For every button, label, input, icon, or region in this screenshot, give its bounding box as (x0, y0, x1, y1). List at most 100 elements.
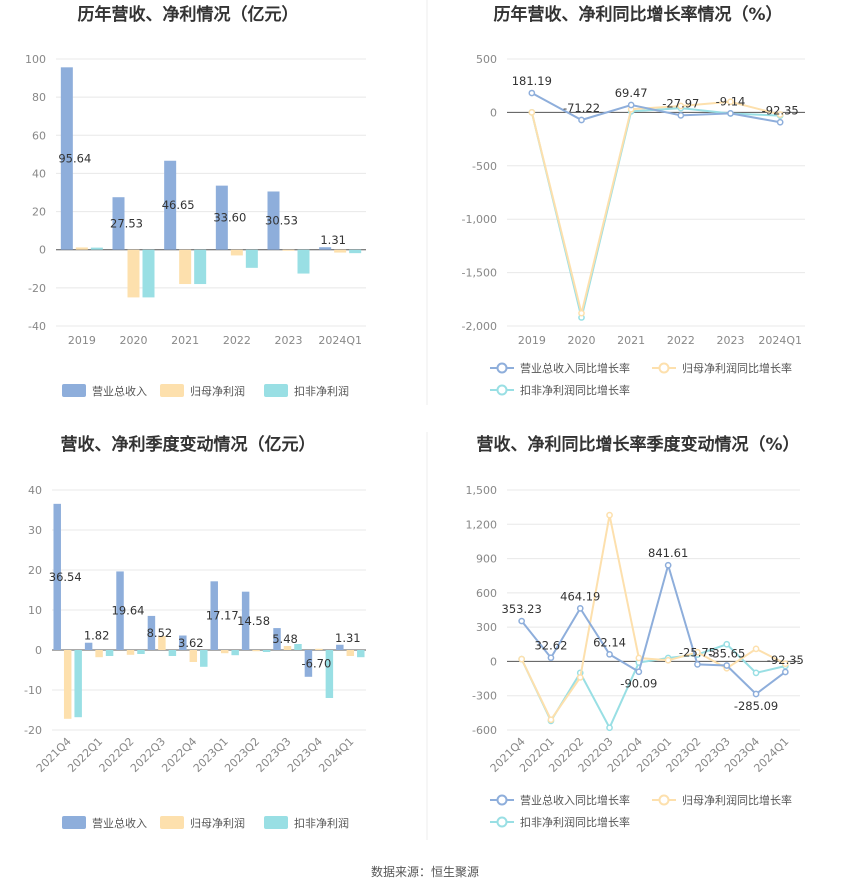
bar-deducted-net-profit (294, 644, 302, 650)
bar-net-profit (220, 650, 229, 654)
data-label: -27.97 (662, 96, 699, 110)
x-tick-label: 2020 (568, 334, 596, 347)
line-net-profit-growth (520, 514, 786, 722)
legend-label: 扣非净利润 (294, 816, 349, 830)
legend-label: 营业总收入 (92, 384, 147, 398)
bar-deducted-net-profit (200, 650, 208, 667)
y-tick-label: -2,000 (462, 320, 497, 333)
bar-deducted-net-profit (262, 650, 271, 652)
bar-revenue (147, 615, 156, 650)
bar-revenue (210, 581, 218, 650)
chart-title-2: 营收、净利季度变动情况（亿元） (61, 434, 316, 455)
line-point (752, 669, 760, 677)
data-label: 841.61 (648, 546, 688, 560)
source-note: 数据来源：恒生聚源 (371, 864, 479, 879)
line-point (547, 654, 555, 662)
line-point (578, 309, 585, 317)
legend-label: 营业总收入 (92, 816, 147, 830)
legend-label: 扣非净利润同比增长率 (520, 815, 630, 829)
legend-swatch (264, 816, 288, 829)
data-label: 36.54 (49, 570, 82, 584)
bar-net-profit (127, 249, 140, 298)
legend-label: 归母净利润 (190, 384, 245, 398)
bar-revenue (112, 197, 125, 250)
bar-net-profit (158, 636, 166, 650)
legend-swatch (160, 816, 184, 829)
data-label: 3.62 (178, 636, 204, 650)
y-tick-label: -300 (472, 690, 497, 703)
data-label: 181.19 (512, 74, 552, 88)
data-label: -25.75 (679, 645, 716, 659)
bar-revenue (336, 644, 344, 650)
y-tick-label: 60 (32, 129, 46, 142)
legend-label: 扣非净利润同比增长率 (520, 383, 630, 397)
x-tick-label: 2023 (275, 334, 303, 347)
x-tick-label: 2021 (617, 334, 645, 347)
data-label: 464.19 (560, 589, 600, 603)
y-tick-label: 100 (25, 53, 46, 66)
data-label: 33.60 (213, 211, 246, 225)
data-label: 62.14 (593, 635, 626, 649)
bar-net-profit (282, 249, 295, 251)
bar-revenue (304, 650, 313, 677)
bar-deducted-net-profit (357, 650, 365, 658)
line-point (782, 660, 789, 668)
y-tick-label: -40 (28, 320, 46, 333)
bar-net-profit (230, 249, 243, 256)
legend-marker (658, 794, 670, 806)
legend-label: 归母净利润 (190, 816, 245, 830)
y-tick-label: 30 (28, 524, 42, 537)
y-tick-label: 1,500 (466, 484, 498, 497)
bar-revenue (319, 247, 332, 250)
y-tick-label: 0 (39, 244, 46, 257)
bar-revenue (164, 160, 177, 250)
bar-revenue (215, 185, 228, 250)
line-point (677, 102, 685, 110)
legend-label: 扣非净利润 (294, 384, 349, 398)
bar-revenue (53, 503, 61, 650)
line-point (782, 668, 789, 676)
x-tick-label: 2024Q1 (318, 334, 362, 347)
data-label: -90.09 (620, 677, 657, 691)
legend-swatch (264, 384, 288, 397)
bar-deducted-net-profit (194, 249, 207, 285)
bar-revenue (84, 642, 93, 650)
y-tick-label: 600 (476, 587, 497, 600)
data-label: 1.82 (84, 629, 110, 643)
bar-deducted-net-profit (105, 650, 114, 656)
y-tick-label: 0 (490, 106, 497, 119)
x-tick-label: 2021 (171, 334, 199, 347)
y-tick-label: -1,000 (462, 213, 497, 226)
bar-deducted-net-profit (325, 650, 334, 698)
line-point (635, 668, 643, 676)
y-tick-label: -600 (472, 724, 497, 737)
x-tick-label: 2019 (518, 334, 546, 347)
data-label: -71.22 (563, 101, 600, 115)
bar-net-profit (315, 648, 323, 650)
line-point (776, 111, 784, 118)
y-tick-label: 900 (476, 553, 497, 566)
line-point (723, 640, 731, 648)
data-label: 95.64 (58, 152, 91, 166)
x-tick-label: 2022 (667, 334, 695, 347)
data-label: -9.14 (716, 94, 746, 108)
x-tick-label: 2022 (223, 334, 251, 347)
data-label: 1.31 (335, 631, 361, 645)
legend-marker (496, 384, 508, 396)
y-tick-label: -10 (24, 684, 42, 697)
bar-net-profit (179, 249, 192, 285)
data-label: 46.65 (162, 198, 195, 212)
bar-revenue (60, 67, 73, 250)
bar-deducted-net-profit (74, 650, 82, 718)
x-tick-label: 2024Q1 (758, 334, 802, 347)
legend-marker (496, 362, 508, 374)
data-label: 8.52 (147, 626, 173, 640)
line-point (727, 98, 734, 106)
data-label: -92.35 (762, 103, 799, 117)
y-tick-label: 20 (28, 564, 42, 577)
y-tick-label: 0 (490, 655, 497, 668)
bar-net-profit (346, 650, 355, 656)
legend-label: 归母净利润同比增长率 (682, 793, 792, 807)
data-label: 32.62 (534, 639, 567, 653)
line-point (518, 655, 526, 663)
